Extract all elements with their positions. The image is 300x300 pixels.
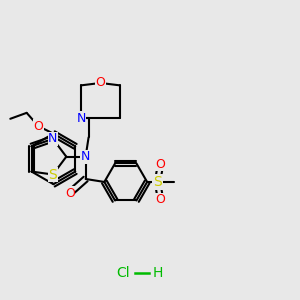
Text: O: O (65, 187, 75, 200)
Text: H: H (152, 266, 163, 280)
Text: O: O (155, 193, 165, 206)
Text: S: S (153, 175, 162, 189)
Text: S: S (49, 167, 57, 182)
Text: N: N (81, 150, 90, 163)
Text: O: O (34, 120, 44, 133)
Text: N: N (76, 112, 86, 124)
Text: O: O (155, 158, 165, 171)
Text: O: O (95, 76, 105, 89)
Text: Cl: Cl (116, 266, 130, 280)
Text: N: N (48, 132, 58, 146)
